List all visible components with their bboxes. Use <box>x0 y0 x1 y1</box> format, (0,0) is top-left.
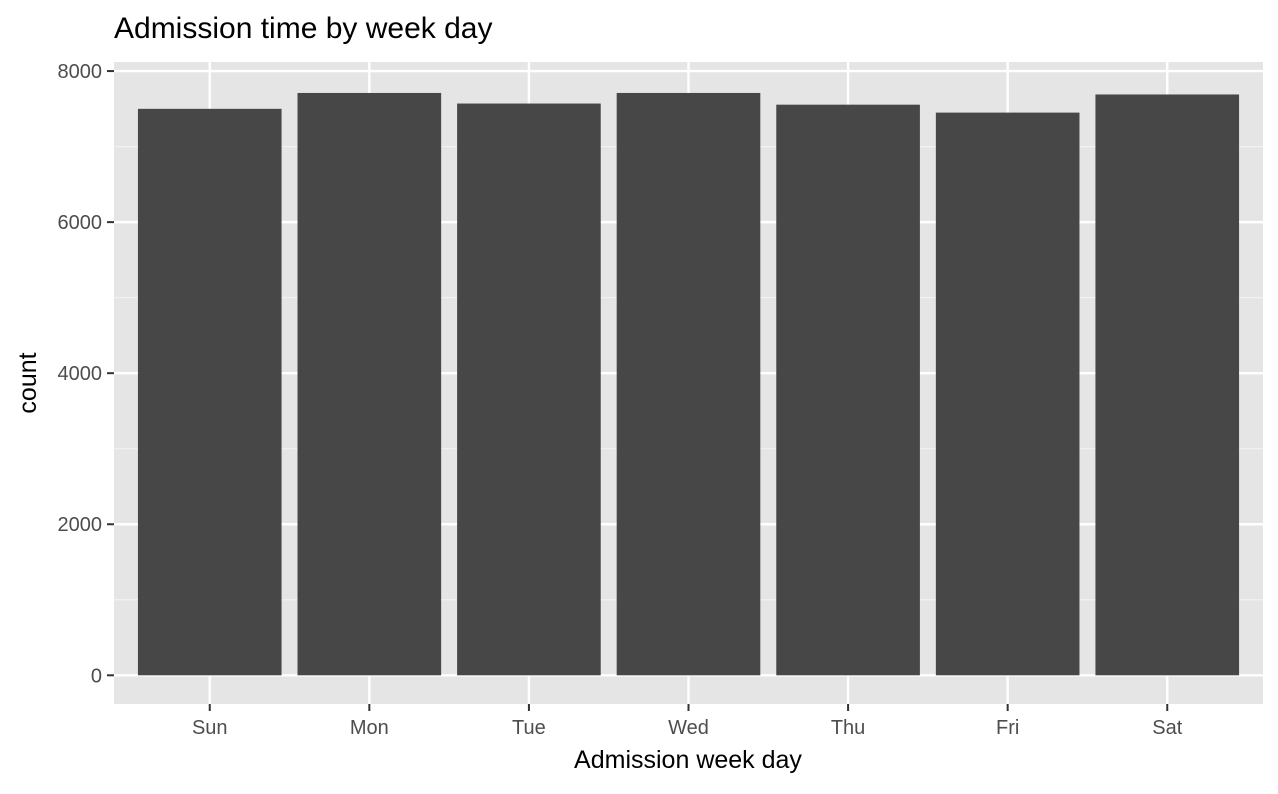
x-axis-title: Admission week day <box>574 746 802 774</box>
y-tick-label: 4000 <box>58 363 103 385</box>
y-tick-label: 0 <box>91 665 102 687</box>
bar-mon <box>297 92 442 676</box>
bar-sun <box>137 108 282 676</box>
bar-wed <box>616 92 761 676</box>
bar-tue <box>457 103 601 676</box>
x-tick-label-wed: Wed <box>668 717 709 739</box>
x-tick-label-fri: Fri <box>996 717 1019 739</box>
x-tick-label-thu: Thu <box>831 717 865 739</box>
y-tick-label: 6000 <box>58 212 103 234</box>
y-tick-label: 8000 <box>58 61 103 83</box>
bar-sat <box>1095 94 1240 676</box>
bar-fri <box>935 112 1080 676</box>
x-tick-label-tue: Tue <box>512 717 546 739</box>
x-tick-label-mon: Mon <box>350 717 389 739</box>
x-tick-label-sun: Sun <box>192 717 228 739</box>
y-tick-label: 2000 <box>58 514 103 536</box>
bars <box>137 92 1240 676</box>
x-axis: Sun Mon Tue Wed Thu Fri Sat <box>192 704 1183 739</box>
bar-thu <box>776 104 920 676</box>
y-axis-title: count <box>14 352 42 413</box>
y-axis: 0 2000 4000 6000 8000 <box>58 61 114 687</box>
x-tick-label-sat: Sat <box>1152 717 1182 739</box>
chart-title: Admission time by week day <box>114 12 493 45</box>
